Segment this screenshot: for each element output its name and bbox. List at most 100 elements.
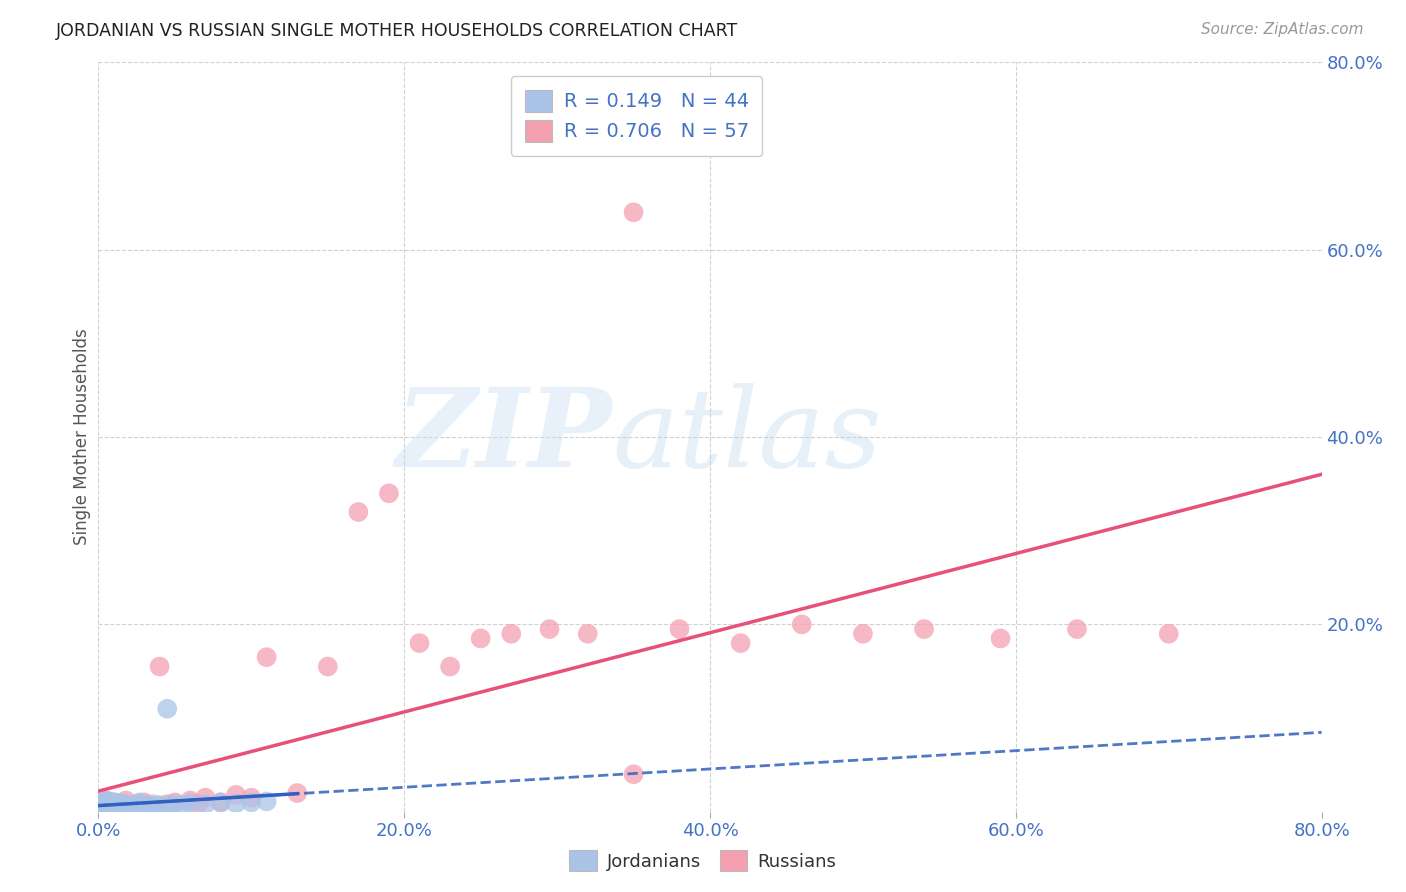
Legend: Jordanians, Russians: Jordanians, Russians	[562, 843, 844, 879]
Point	[240, 796, 263, 810]
Point	[378, 486, 401, 500]
Point	[256, 650, 278, 665]
Point	[149, 798, 172, 813]
Point	[104, 798, 127, 813]
Point	[98, 802, 121, 816]
Point	[97, 797, 120, 811]
Point	[209, 796, 232, 810]
Point	[90, 797, 112, 812]
Point	[790, 617, 813, 632]
Point	[990, 632, 1012, 646]
Point	[142, 797, 165, 812]
Point	[93, 801, 115, 815]
Point	[125, 797, 148, 812]
Point	[101, 800, 124, 814]
Point	[94, 793, 117, 807]
Point	[852, 626, 875, 640]
Point	[100, 801, 122, 815]
Point	[538, 622, 561, 636]
Point	[98, 800, 121, 814]
Point	[94, 798, 117, 813]
Y-axis label: Single Mother Households: Single Mother Households	[73, 329, 91, 545]
Point	[103, 796, 125, 810]
Point	[97, 800, 120, 814]
Point	[1066, 622, 1088, 636]
Point	[111, 797, 134, 812]
Point	[408, 636, 430, 650]
Point	[501, 626, 523, 640]
Point	[91, 802, 114, 816]
Point	[115, 797, 138, 812]
Point	[285, 786, 308, 800]
Point	[91, 803, 114, 817]
Point	[89, 802, 111, 816]
Text: Source: ZipAtlas.com: Source: ZipAtlas.com	[1201, 22, 1364, 37]
Text: ZIP: ZIP	[395, 384, 612, 491]
Point	[89, 803, 111, 817]
Point	[101, 799, 124, 814]
Point	[93, 798, 115, 813]
Text: atlas: atlas	[612, 384, 882, 491]
Point	[156, 797, 179, 812]
Point	[110, 801, 132, 815]
Point	[107, 797, 129, 811]
Point	[111, 802, 134, 816]
Point	[110, 799, 132, 814]
Point	[129, 800, 152, 814]
Point	[108, 799, 131, 814]
Point	[187, 797, 209, 812]
Point	[98, 794, 121, 808]
Point	[623, 767, 645, 781]
Point	[90, 800, 112, 814]
Point	[912, 622, 935, 636]
Point	[100, 797, 122, 812]
Point	[163, 796, 186, 810]
Point	[134, 799, 156, 814]
Point	[94, 803, 117, 817]
Point	[128, 796, 150, 810]
Point	[225, 788, 247, 802]
Point	[172, 798, 194, 813]
Point	[1157, 626, 1180, 640]
Point	[118, 799, 141, 814]
Point	[100, 797, 122, 812]
Point	[240, 790, 263, 805]
Point	[103, 796, 125, 810]
Point	[94, 793, 117, 807]
Point	[179, 793, 201, 807]
Point	[668, 622, 690, 636]
Point	[125, 801, 148, 815]
Point	[156, 701, 179, 715]
Point	[97, 802, 120, 816]
Point	[730, 636, 752, 650]
Point	[194, 790, 217, 805]
Point	[194, 797, 217, 812]
Point	[470, 632, 492, 646]
Point	[105, 802, 128, 816]
Point	[108, 797, 131, 811]
Point	[104, 800, 127, 814]
Point	[156, 799, 179, 814]
Point	[93, 801, 115, 815]
Point	[149, 659, 172, 673]
Point	[107, 801, 129, 815]
Point	[103, 801, 125, 815]
Point	[91, 797, 114, 811]
Point	[142, 800, 165, 814]
Point	[91, 796, 114, 810]
Point	[225, 797, 247, 811]
Point	[439, 659, 461, 673]
Point	[256, 794, 278, 808]
Point	[121, 801, 143, 815]
Point	[103, 802, 125, 816]
Point	[209, 796, 232, 810]
Point	[94, 799, 117, 814]
Point	[138, 800, 160, 814]
Point	[623, 205, 645, 219]
Point	[347, 505, 370, 519]
Point	[316, 659, 339, 673]
Point	[179, 797, 201, 811]
Point	[115, 793, 138, 807]
Point	[118, 800, 141, 814]
Point	[138, 798, 160, 813]
